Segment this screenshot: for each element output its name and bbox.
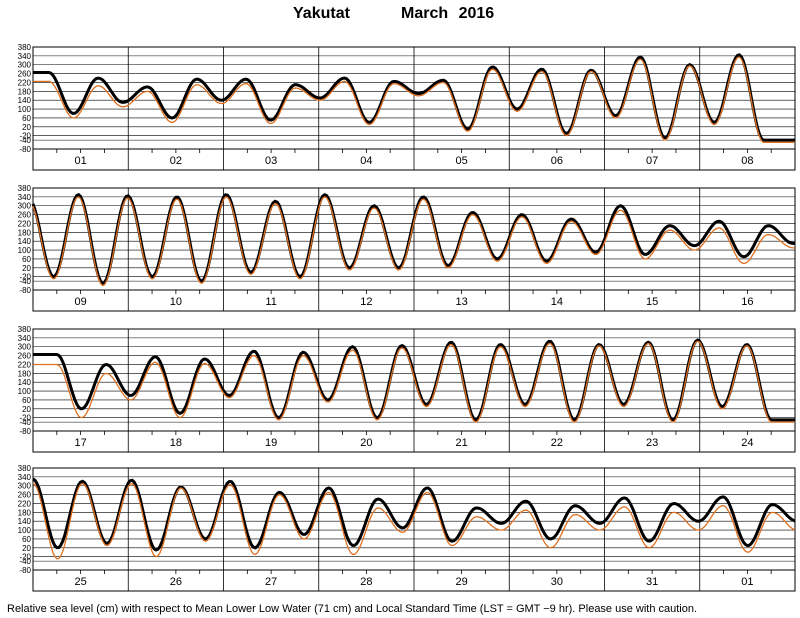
y-tick-label: 20: [22, 264, 31, 273]
y-tick-label: 100: [18, 387, 32, 396]
y-tick-label: 100: [18, 526, 32, 535]
y-tick-label: -80: [19, 286, 31, 295]
day-label: 15: [646, 296, 658, 308]
day-label: 04: [360, 155, 372, 167]
y-tick-label: -80: [19, 566, 31, 575]
y-tick-label: 260: [18, 211, 32, 220]
y-tick-label: 140: [18, 237, 32, 246]
day-label: 11: [265, 296, 276, 308]
y-tick-label: -40: [19, 557, 31, 566]
day-label: 10: [170, 296, 182, 308]
y-tick-label: 140: [18, 517, 32, 526]
day-label: 05: [456, 155, 468, 167]
day-label: 12: [360, 296, 372, 308]
y-tick-label: -20: [19, 273, 31, 282]
day-label: 29: [456, 576, 468, 588]
day-label: 24: [741, 437, 753, 449]
y-tick-label: 300: [18, 482, 32, 491]
y-tick-label: 220: [18, 78, 32, 87]
y-tick-label: 60: [22, 255, 31, 264]
predicted-tide-line: [33, 53, 795, 142]
day-label: 31: [646, 576, 658, 588]
y-tick-label: 380: [18, 43, 32, 52]
y-tick-label: -20: [19, 132, 31, 141]
y-tick-label: 140: [18, 96, 32, 105]
y-tick-label: -40: [19, 418, 31, 427]
y-tick-label: 140: [18, 378, 32, 387]
day-label: 20: [360, 437, 372, 449]
y-tick-label: -20: [19, 414, 31, 423]
y-tick-label: 100: [18, 105, 32, 114]
y-tick-label: 100: [18, 246, 32, 255]
y-tick-label: 260: [18, 491, 32, 500]
observed-tide-line: [33, 56, 795, 143]
y-tick-label: 20: [22, 123, 31, 132]
y-tick-label: 60: [22, 396, 31, 405]
title-station: Yakutat: [293, 5, 350, 22]
y-tick-label: 180: [18, 369, 32, 378]
y-tick-label: 340: [18, 52, 32, 61]
day-label: 23: [646, 437, 658, 449]
day-label: 22: [551, 437, 563, 449]
day-label: 27: [265, 576, 277, 588]
y-tick-label: 300: [18, 202, 32, 211]
y-tick-label: 380: [18, 464, 32, 473]
day-label: 13: [456, 296, 468, 308]
y-tick-label: 380: [18, 184, 32, 193]
y-tick-label: 20: [22, 405, 31, 414]
day-label: 02: [170, 155, 182, 167]
day-label: 01: [741, 576, 753, 588]
y-tick-label: 180: [18, 508, 32, 517]
y-tick-label: -40: [19, 136, 31, 145]
observed-tide-line: [32, 482, 796, 560]
day-label: 14: [551, 296, 563, 308]
y-tick-label: -40: [19, 277, 31, 286]
day-label: 26: [170, 576, 182, 588]
chart-title: Yakutat March 2016: [0, 5, 800, 27]
y-tick-label: 260: [18, 352, 32, 361]
title-period: March 2016: [401, 5, 495, 22]
day-label: 03: [265, 155, 277, 167]
y-tick-label: 180: [18, 228, 32, 237]
y-tick-label: 60: [22, 114, 31, 123]
y-tick-label: 340: [18, 473, 32, 482]
day-label: 09: [75, 296, 87, 308]
day-label: 01: [75, 155, 87, 167]
y-tick-label: -80: [19, 145, 31, 154]
day-label: 25: [75, 576, 87, 588]
y-tick-label: -20: [19, 553, 31, 562]
y-tick-label: 220: [18, 499, 32, 508]
day-label: 17: [75, 437, 87, 449]
day-label: 08: [741, 155, 753, 167]
y-tick-label: 220: [18, 219, 32, 228]
day-label: 30: [551, 576, 563, 588]
y-tick-label: 180: [18, 87, 32, 96]
y-tick-label: 340: [18, 193, 32, 202]
y-tick-label: 300: [18, 343, 32, 352]
predicted-tide-line: [32, 477, 796, 552]
y-tick-label: -80: [19, 427, 31, 436]
y-tick-label: 300: [18, 61, 32, 70]
footnote: Relative sea level (cm) with respect to …: [7, 603, 698, 615]
day-label: 21: [456, 437, 468, 449]
y-tick-label: 340: [18, 334, 32, 343]
day-label: 18: [170, 437, 182, 449]
y-tick-label: 60: [22, 535, 31, 544]
day-label: 07: [646, 155, 658, 167]
y-tick-label: 260: [18, 70, 32, 79]
observed-tide-line: [32, 196, 795, 287]
day-label: 19: [265, 437, 277, 449]
y-tick-label: 380: [18, 325, 32, 334]
day-label: 16: [741, 296, 753, 308]
day-label: 28: [360, 576, 372, 588]
day-label: 06: [551, 155, 563, 167]
y-tick-label: 220: [18, 360, 32, 369]
y-tick-label: 20: [22, 544, 31, 553]
observed-tide-line: [33, 340, 795, 423]
